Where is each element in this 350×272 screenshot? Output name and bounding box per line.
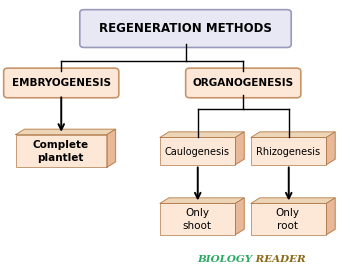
FancyBboxPatch shape	[4, 68, 119, 98]
Text: Only
root: Only root	[276, 208, 300, 231]
Polygon shape	[16, 135, 107, 167]
Polygon shape	[160, 203, 235, 234]
Text: Rhizogenesis: Rhizogenesis	[256, 147, 320, 156]
Polygon shape	[160, 198, 244, 203]
Text: REGENERATION METHODS: REGENERATION METHODS	[99, 22, 272, 35]
Polygon shape	[16, 129, 116, 135]
Polygon shape	[107, 129, 116, 167]
Polygon shape	[160, 132, 244, 137]
Text: Only
shoot: Only shoot	[182, 208, 211, 231]
Text: READER: READER	[252, 255, 306, 264]
FancyBboxPatch shape	[186, 68, 301, 98]
Text: ORGANOGENESIS: ORGANOGENESIS	[193, 78, 294, 88]
Polygon shape	[326, 132, 335, 165]
Polygon shape	[235, 198, 244, 234]
Polygon shape	[251, 198, 335, 203]
Polygon shape	[235, 132, 244, 165]
Polygon shape	[326, 198, 335, 234]
FancyBboxPatch shape	[80, 10, 291, 47]
Text: BIOLOGY: BIOLOGY	[197, 255, 252, 264]
Polygon shape	[251, 132, 335, 137]
Polygon shape	[160, 137, 235, 165]
Text: Complete
plantlet: Complete plantlet	[32, 140, 89, 163]
Text: EMBRYOGENESIS: EMBRYOGENESIS	[12, 78, 111, 88]
Polygon shape	[251, 203, 326, 234]
Polygon shape	[251, 137, 326, 165]
Text: Caulogenesis: Caulogenesis	[164, 147, 229, 156]
